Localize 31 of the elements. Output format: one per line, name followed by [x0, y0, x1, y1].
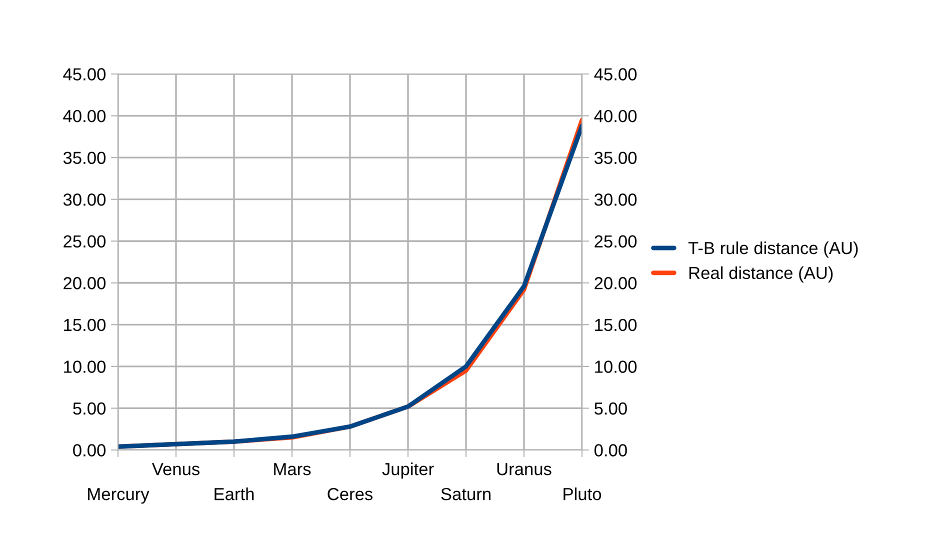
y-tick-label: 40.00	[63, 110, 106, 122]
x-tick-label: Venus	[152, 463, 200, 476]
legend-label: Real distance (AU)	[689, 266, 833, 283]
x-tick-label: Saturn	[441, 488, 490, 500]
legend-label: T-B rule distance (AU)	[688, 241, 858, 258]
y-tick-label: 5.00	[73, 402, 106, 415]
x-tick-label: Mercury	[88, 488, 150, 504]
y-tick-label: 30.00	[63, 194, 106, 206]
y2-tick-label: 25.00	[594, 235, 637, 248]
y2-tick-label: 45.00	[594, 68, 637, 80]
y-tick-label: 0.00	[73, 444, 106, 456]
x-tick-label: Uranus	[497, 463, 552, 476]
y2-tick-label: 5.00	[594, 402, 627, 415]
y-tick-label: 15.00	[64, 318, 106, 332]
x-tick-label: Mars	[274, 463, 311, 476]
x-tick-label: Pluto	[564, 488, 602, 500]
y2-tick-label: 30.00	[594, 194, 637, 206]
y2-tick-label: 10.00	[595, 360, 637, 373]
y-tick-label: 10.00	[64, 360, 106, 373]
x-tick-label: Jupiter	[382, 462, 434, 479]
y2-tick-label: 15.00	[595, 318, 637, 332]
x-tick-label: Earth	[214, 488, 254, 500]
y2-tick-label: 0.00	[594, 444, 627, 456]
y-tick-label: 45.00	[63, 68, 106, 80]
y2-tick-label: 35.00	[594, 152, 637, 164]
y-tick-label: 35.00	[63, 152, 106, 164]
y-tick-label: 25.00	[64, 235, 106, 248]
x-tick-label: Ceres	[328, 488, 373, 500]
y2-tick-label: 20.00	[594, 277, 637, 290]
y-tick-label: 20.00	[64, 277, 106, 290]
y2-tick-label: 40.00	[594, 110, 637, 122]
